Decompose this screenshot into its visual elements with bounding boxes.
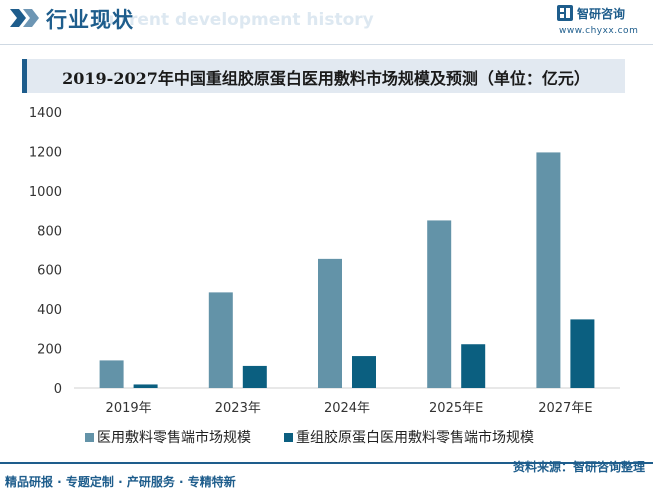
bar-group [99, 152, 595, 388]
bar-chart: 0 200 400 600 800 1000 1200 1400 2019年 2023年 2024… [29, 106, 620, 446]
brand-url: www.chyxx.com [559, 26, 639, 36]
y-tick-label: 1400 [29, 106, 62, 121]
bar-dressing-market [536, 152, 561, 388]
y-tick-label: 800 [37, 224, 62, 239]
y-axis: 0 200 400 600 800 1000 1200 1400 [29, 106, 62, 397]
y-tick-label: 200 [37, 343, 62, 358]
section-title: 行业现状 [46, 8, 134, 32]
brand-logo-icon [557, 5, 573, 21]
legend-label: 医用敷料零售端市场规模 [97, 429, 251, 446]
footer-services: 精品研报 · 专题定制 · 产研服务 · 专精特新 [5, 475, 236, 489]
bar-collagen-dressing-market [570, 319, 595, 388]
x-tick-label: 2024年 [324, 401, 370, 416]
chart-title: 2019-2027年中国重组胶原蛋白医用敷料市场规模及预测（单位：亿元） [62, 69, 590, 88]
x-axis: 2019年 2023年 2024年 2025年E 2027年E [74, 387, 620, 416]
source-note: 资料来源：智研咨询整理 [512, 460, 645, 474]
y-tick-label: 1200 [29, 145, 62, 160]
chart-legend: 医用敷料零售端市场规模 重组胶原蛋白医用敷料零售端市场规模 [85, 429, 534, 446]
brand-name: 智研咨询 [577, 7, 626, 21]
footer-divider [0, 462, 653, 464]
x-tick-label: 2023年 [215, 401, 261, 416]
legend-swatch [284, 433, 293, 442]
chart-title-bar: 2019-2027年中国重组胶原蛋白医用敷料市场规模及预测（单位：亿元） [22, 59, 625, 93]
bar-dressing-market [99, 360, 124, 388]
header-watermark-text: Current development history [96, 10, 374, 30]
x-tick-label: 2019年 [106, 401, 152, 416]
bar-collagen-dressing-market [133, 384, 158, 388]
y-tick-label: 600 [37, 264, 62, 279]
bar-dressing-market [208, 292, 233, 388]
legend-label: 重组胶原蛋白医用敷料零售端市场规模 [296, 429, 534, 446]
bar-collagen-dressing-market [242, 365, 267, 388]
x-tick-label: 2027年E [538, 401, 592, 416]
bar-collagen-dressing-market [461, 344, 486, 388]
y-tick-label: 0 [54, 382, 62, 397]
bar-dressing-market [427, 220, 452, 388]
double-chevron-icon [10, 9, 39, 27]
header-divider [0, 44, 653, 45]
page-header: Current development history 行业现状 智研咨询 ww… [0, 0, 653, 45]
legend-swatch [85, 433, 94, 442]
bar-collagen-dressing-market [352, 356, 376, 388]
bar-dressing-market [318, 258, 342, 388]
y-tick-label: 400 [37, 303, 62, 318]
page-footer: 资料来源：智研咨询整理 精品研报 · 专题定制 · 产研服务 · 专精特新 [0, 460, 653, 497]
y-tick-label: 1000 [29, 185, 62, 200]
x-tick-label: 2025年E [429, 401, 483, 416]
